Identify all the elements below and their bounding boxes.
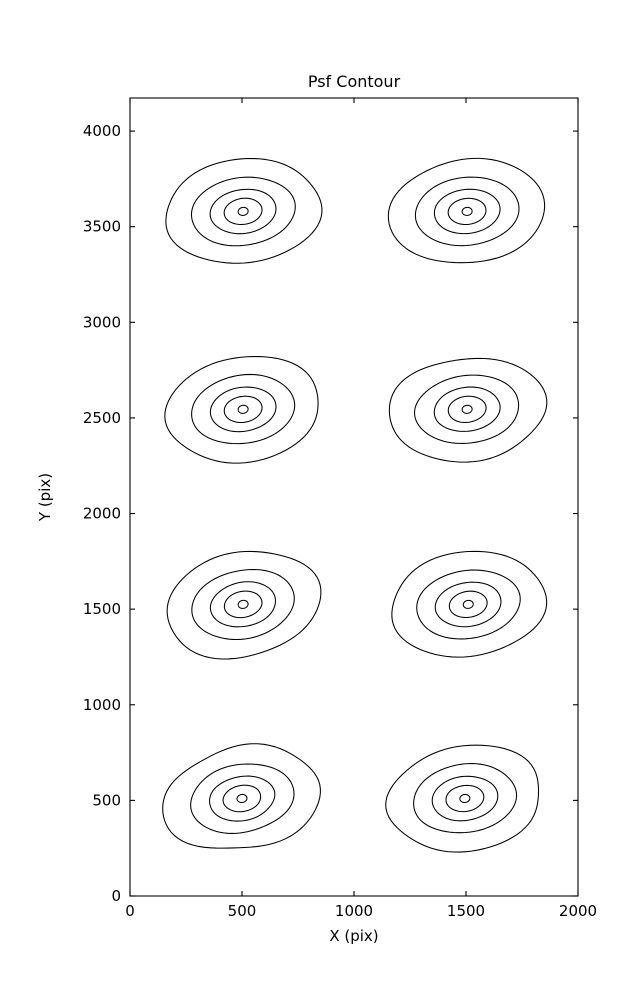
contour-level-2 (431, 775, 499, 822)
contour-level-0 (387, 157, 546, 264)
contour-level-1 (191, 569, 295, 641)
contour-level-0 (165, 158, 323, 264)
y-tick-label: 500 (92, 791, 121, 809)
x-tick-label: 500 (228, 902, 257, 920)
psf-contour-cluster (388, 357, 548, 463)
contour-level-3 (223, 197, 263, 225)
y-axis-label: Y (pix) (36, 473, 54, 522)
y-tick-label: 3000 (83, 313, 121, 331)
contour-level-1 (190, 763, 295, 834)
contour-level-1 (190, 176, 296, 247)
x-tick-label: 0 (125, 902, 135, 920)
psf-contour-cluster (387, 157, 546, 264)
x-tick-label: 1000 (335, 902, 373, 920)
contour-level-4 (236, 793, 248, 804)
y-tick-label: 1000 (83, 696, 121, 714)
contour-level-2 (433, 188, 501, 235)
contour-level-3 (447, 395, 487, 423)
contour-lines-group (162, 157, 548, 853)
y-tick-label: 1500 (83, 600, 121, 618)
contour-level-2 (209, 775, 276, 822)
contour-level-2 (209, 386, 277, 433)
x-tick-label: 2000 (559, 902, 597, 920)
contour-level-0 (391, 550, 548, 658)
contour-level-0 (385, 744, 540, 853)
psf-contour-cluster (166, 550, 322, 660)
contour-level-1 (416, 569, 521, 640)
contour-level-2 (433, 386, 501, 432)
contour-level-0 (162, 743, 321, 849)
x-tick-label: 1500 (447, 902, 485, 920)
contour-level-2 (434, 581, 502, 628)
contour-level-0 (388, 357, 548, 463)
psf-contour-cluster (385, 744, 540, 853)
psf-contour-cluster (165, 158, 323, 264)
psf-contour-cluster (391, 550, 548, 658)
contour-level-0 (164, 356, 319, 464)
contour-level-3 (222, 784, 262, 813)
contour-level-0 (166, 550, 322, 660)
contour-level-3 (448, 590, 488, 618)
contour-level-4 (237, 206, 249, 216)
contour-level-1 (414, 374, 520, 444)
y-axis-ticks: 0 500 1000 1500 2000 2500 3000 3500 4000 (83, 122, 578, 905)
y-tick-label: 0 (111, 887, 121, 905)
contour-level-3 (447, 197, 487, 226)
contour-level-1 (413, 763, 518, 834)
contour-level-1 (191, 373, 296, 445)
contour-level-1 (414, 176, 520, 247)
y-tick-label: 2500 (83, 409, 121, 427)
contour-level-3 (445, 784, 485, 813)
contour-level-4 (462, 599, 474, 609)
contour-level-4 (459, 793, 471, 804)
y-tick-label: 4000 (83, 122, 121, 140)
psf-contour-cluster (164, 356, 319, 464)
contour-level-4 (461, 404, 473, 414)
contour-level-3 (223, 395, 263, 424)
y-tick-label: 3500 (83, 218, 121, 236)
contour-level-4 (461, 206, 473, 216)
page-title: Psf Contour (308, 72, 401, 91)
contour-level-4 (237, 404, 249, 414)
contour-level-2 (209, 188, 277, 235)
contour-level-3 (223, 590, 263, 619)
x-axis-label: X (pix) (329, 927, 378, 945)
x-axis-ticks: 0 500 1000 1500 2000 (125, 98, 597, 920)
contour-level-4 (237, 599, 249, 609)
contour-level-2 (209, 581, 277, 628)
psf-contour-cluster (162, 743, 321, 849)
y-tick-label: 2000 (83, 505, 121, 523)
